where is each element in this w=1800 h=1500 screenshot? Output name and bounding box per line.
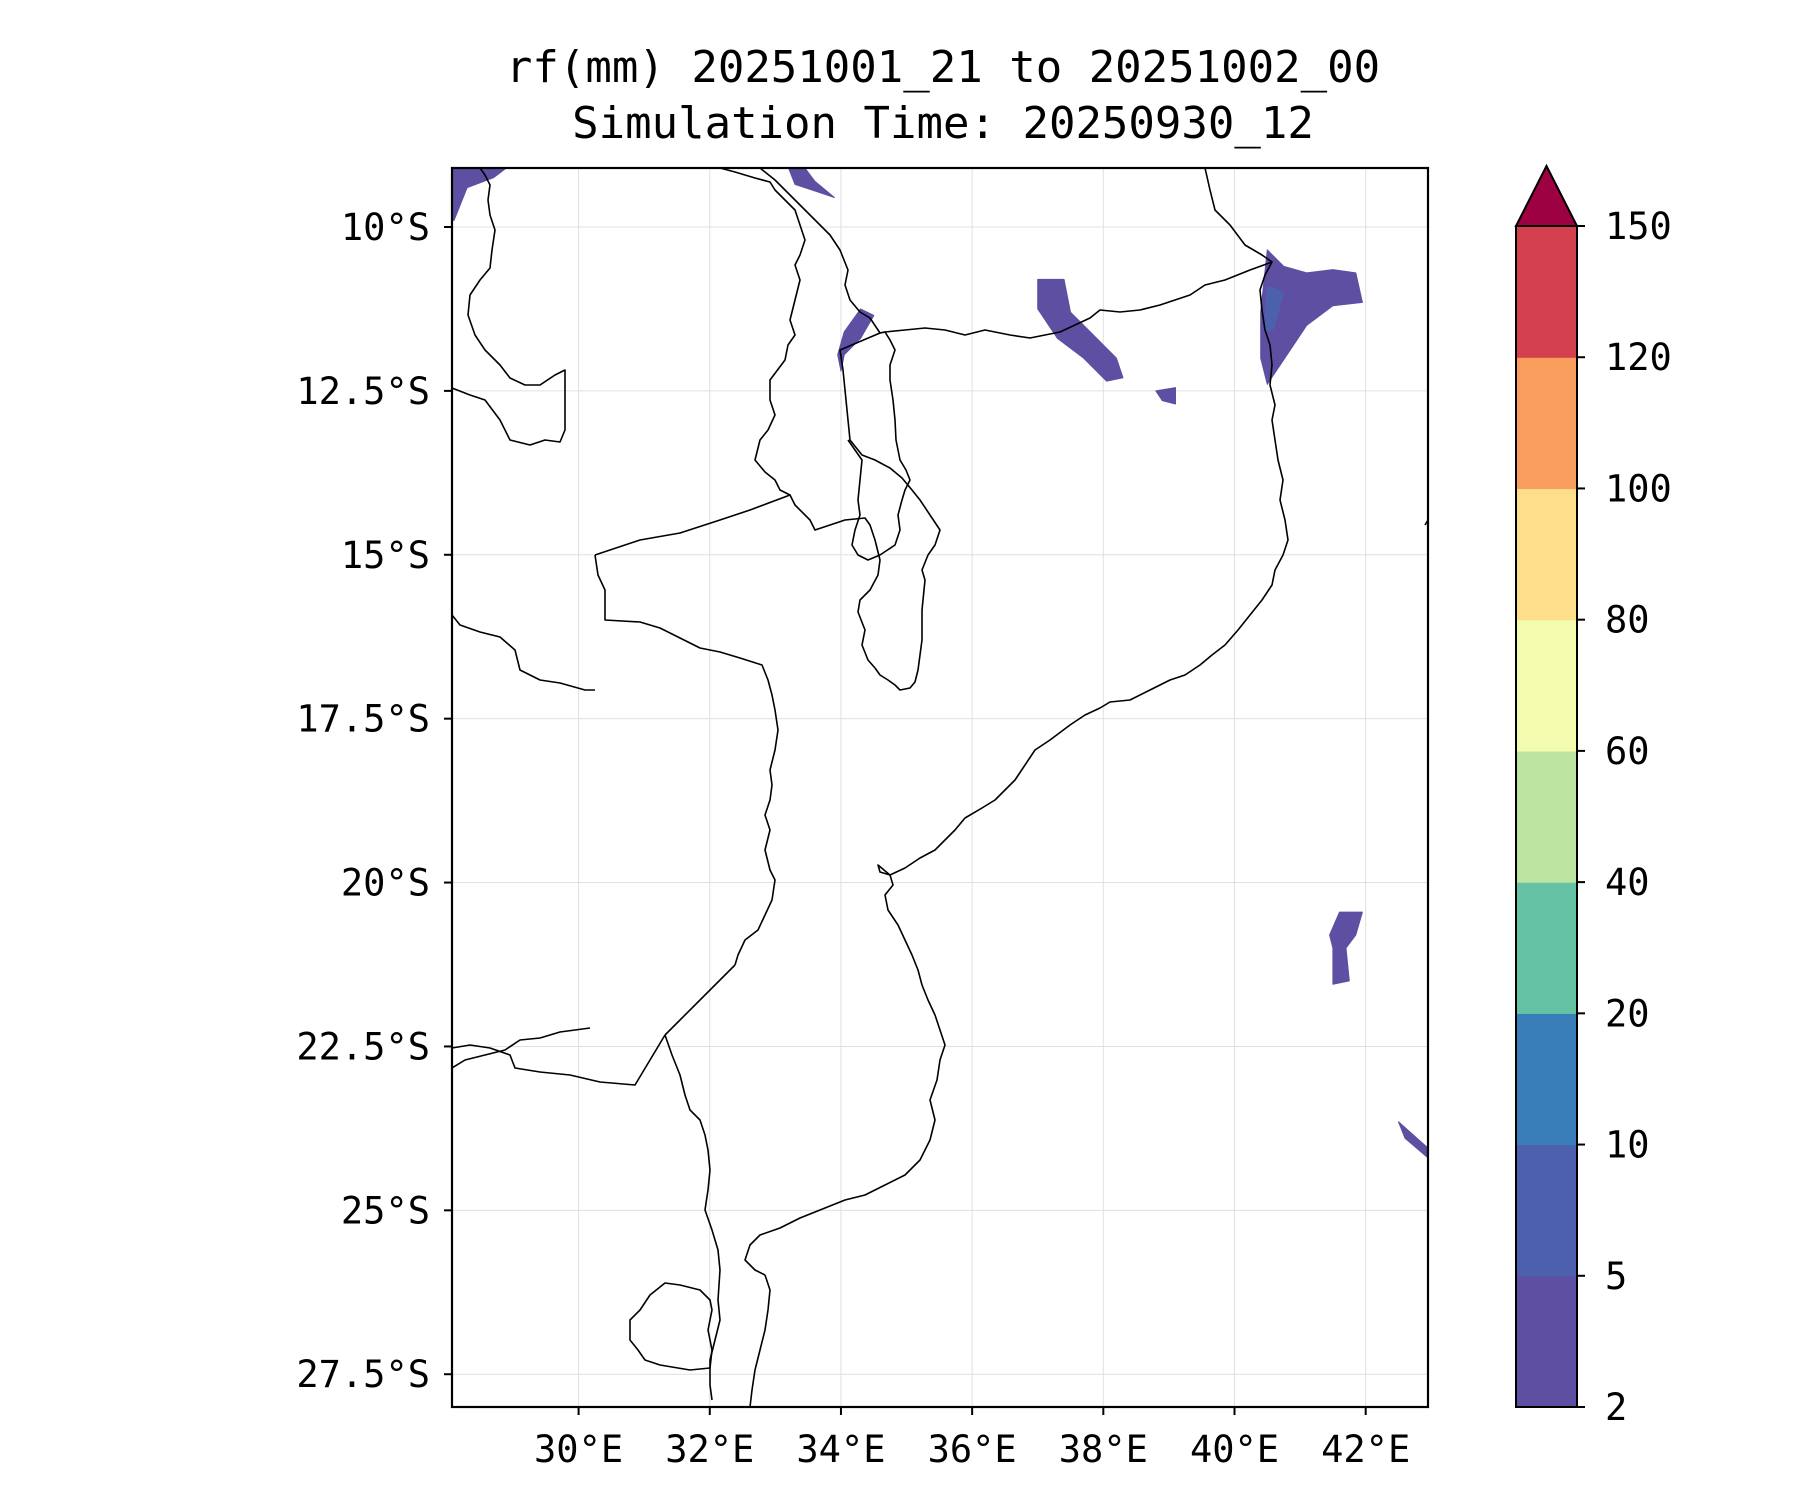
coastline-maputo-south xyxy=(749,1274,771,1407)
lat-tick-label: 10°S xyxy=(341,206,430,249)
colorbar-level-label: 120 xyxy=(1605,336,1672,379)
colorbar-frame xyxy=(1515,225,1578,1408)
lake-malawi-west-shore xyxy=(847,331,911,561)
border-botswana-sa xyxy=(452,1027,591,1069)
eswatini-border xyxy=(629,1282,713,1371)
colorbar-band xyxy=(1516,357,1577,490)
colorbar-level-label: 20 xyxy=(1605,992,1650,1035)
rain-area-cabo-delgado xyxy=(1260,249,1363,385)
rain-area-niassa-small xyxy=(1155,387,1176,405)
lon-tick-label: 32°E xyxy=(665,1428,754,1471)
lat-tick-label: 22.5°S xyxy=(296,1025,430,1068)
lon-tick-label: 36°E xyxy=(928,1428,1017,1471)
colorbar: 2 5 10 20 40 60 80 100 120 150 xyxy=(1514,163,1672,1429)
colorbar-band xyxy=(1516,226,1577,358)
chart-title-line-2: Simulation Time: 20250930_12 xyxy=(572,98,1314,149)
rain-area-north-lake-malawi xyxy=(788,168,835,198)
lat-tick-label: 20°S xyxy=(341,862,430,905)
colorbar-band xyxy=(1516,882,1577,1014)
border-tanzania-malawi xyxy=(759,168,881,334)
latitude-ticks: 10°S 12.5°S 15°S 17.5°S 20°S 22.5°S 25°S 27.5°S xyxy=(296,206,452,1396)
rain-area-rovuma xyxy=(1037,278,1124,382)
lon-tick-label: 30°E xyxy=(534,1428,623,1471)
lat-tick-label: 25°S xyxy=(341,1189,430,1232)
chart-title-line-1: rf(mm) 20251001_21 to 20251002_00 xyxy=(505,42,1381,93)
colorbar-level-label: 10 xyxy=(1605,1124,1650,1167)
rain-area-lake-malawi-west xyxy=(837,308,875,372)
colorbar-level-label: 40 xyxy=(1605,861,1650,904)
border-malawi-zambia-tanzania xyxy=(719,168,941,691)
border-zambia-drc-west xyxy=(452,614,595,691)
border-south-africa-mozambique xyxy=(664,1034,721,1401)
lon-tick-label: 34°E xyxy=(796,1428,885,1471)
border-zambia-zimbabwe xyxy=(594,554,779,966)
lat-tick-label: 17.5°S xyxy=(296,698,430,741)
map-frame xyxy=(450,166,1430,1409)
colorbar-level-label: 150 xyxy=(1605,205,1672,248)
colorbar-band xyxy=(1516,1275,1577,1408)
lat-tick-label: 12.5°S xyxy=(296,370,430,413)
rain-area-mozambique-channel xyxy=(1329,911,1363,985)
colorbar-band xyxy=(1516,1013,1577,1146)
border-zimbabwe-south xyxy=(452,1034,666,1086)
lon-tick-label: 38°E xyxy=(1059,1428,1148,1471)
rainfall-areas xyxy=(452,168,1428,1159)
colorbar-level-label: 2 xyxy=(1605,1386,1627,1429)
border-zambia-mozambique xyxy=(594,494,791,556)
longitude-ticks: 30°E 32°E 34°E 36°E 38°E 40°E 42°E xyxy=(534,1407,1410,1471)
gridlines xyxy=(452,168,1428,1407)
border-zimbabwe-mozambique-south xyxy=(664,964,736,1036)
lon-tick-label: 42°E xyxy=(1321,1428,1410,1471)
colorbar-band xyxy=(1516,750,1577,883)
rain-area-nw-corner xyxy=(452,168,507,221)
rain-area-cabo-delgado-inner xyxy=(1263,285,1285,333)
border-drc-zambia-north xyxy=(452,168,566,446)
colorbar-level-label: 80 xyxy=(1605,599,1650,642)
colorbar-level-label: 100 xyxy=(1605,467,1672,510)
coastline-mozambique xyxy=(744,168,1289,1276)
colorbar-extend-arrow xyxy=(1514,163,1579,227)
colorbar-level-label: 5 xyxy=(1605,1255,1627,1298)
lat-tick-label: 15°S xyxy=(341,534,430,577)
lat-tick-label: 27.5°S xyxy=(296,1353,430,1396)
colorbar-band xyxy=(1516,1144,1577,1277)
country-borders xyxy=(452,168,1428,1407)
lon-tick-label: 40°E xyxy=(1190,1428,1279,1471)
rain-area-southeast-edge xyxy=(1398,1121,1428,1159)
colorbar-band xyxy=(1516,619,1577,752)
border-tanzania-mozambique xyxy=(879,261,1273,339)
colorbar-band xyxy=(1516,488,1577,621)
colorbar-level-label: 60 xyxy=(1605,730,1650,773)
